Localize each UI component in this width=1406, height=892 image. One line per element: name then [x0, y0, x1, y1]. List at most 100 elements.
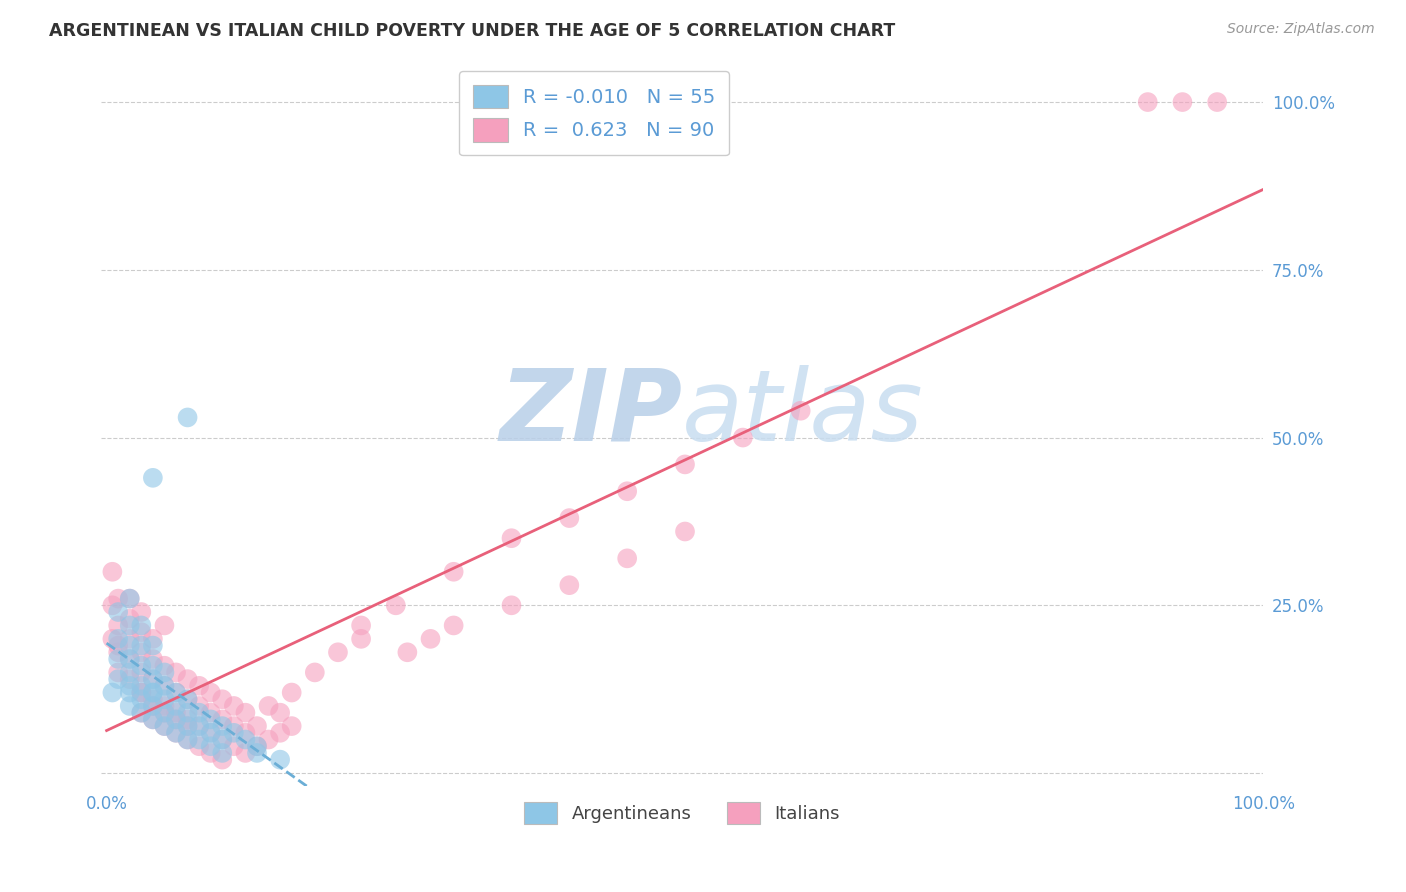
Point: [246, 739, 269, 754]
Point: [165, 726, 187, 740]
Point: [222, 719, 245, 733]
Point: [176, 706, 198, 720]
Point: [107, 605, 129, 619]
Point: [118, 591, 141, 606]
Point: [131, 639, 153, 653]
Point: [304, 665, 326, 680]
Point: [131, 618, 153, 632]
Point: [211, 732, 233, 747]
Point: [131, 685, 153, 699]
Point: [142, 685, 165, 699]
Point: [118, 632, 141, 646]
Point: [107, 672, 129, 686]
Point: [176, 692, 198, 706]
Point: [419, 632, 441, 646]
Point: [211, 692, 233, 706]
Point: [118, 612, 141, 626]
Point: [107, 618, 129, 632]
Point: [188, 706, 211, 720]
Point: [211, 719, 233, 733]
Point: [235, 706, 257, 720]
Point: [131, 658, 153, 673]
Point: [789, 403, 811, 417]
Point: [131, 706, 153, 720]
Point: [153, 679, 176, 693]
Point: [558, 578, 581, 592]
Point: [165, 726, 187, 740]
Point: [165, 665, 187, 680]
Point: [176, 410, 198, 425]
Point: [142, 698, 165, 713]
Point: [673, 458, 696, 472]
Point: [176, 692, 198, 706]
Point: [142, 672, 165, 686]
Point: [107, 591, 129, 606]
Point: [269, 726, 291, 740]
Point: [200, 706, 222, 720]
Point: [153, 698, 176, 713]
Point: [101, 565, 124, 579]
Point: [200, 685, 222, 699]
Point: [118, 672, 141, 686]
Point: [200, 726, 222, 740]
Text: atlas: atlas: [682, 365, 924, 462]
Point: [118, 652, 141, 666]
Point: [443, 618, 465, 632]
Point: [118, 618, 141, 632]
Point: [176, 719, 198, 733]
Point: [222, 698, 245, 713]
Point: [558, 511, 581, 525]
Point: [1206, 95, 1229, 109]
Point: [501, 599, 523, 613]
Point: [246, 719, 269, 733]
Point: [188, 732, 211, 747]
Point: [257, 698, 280, 713]
Point: [211, 732, 233, 747]
Point: [142, 712, 165, 726]
Point: [673, 524, 696, 539]
Point: [131, 645, 153, 659]
Point: [176, 732, 198, 747]
Point: [131, 706, 153, 720]
Point: [235, 732, 257, 747]
Point: [142, 632, 165, 646]
Point: [211, 712, 233, 726]
Point: [396, 645, 419, 659]
Point: [200, 726, 222, 740]
Point: [280, 719, 302, 733]
Point: [165, 698, 187, 713]
Point: [118, 685, 141, 699]
Point: [165, 706, 187, 720]
Point: [350, 618, 373, 632]
Point: [142, 639, 165, 653]
Point: [131, 625, 153, 640]
Text: ARGENTINEAN VS ITALIAN CHILD POVERTY UNDER THE AGE OF 5 CORRELATION CHART: ARGENTINEAN VS ITALIAN CHILD POVERTY UND…: [49, 22, 896, 40]
Point: [131, 692, 153, 706]
Point: [385, 599, 408, 613]
Point: [118, 639, 141, 653]
Point: [142, 712, 165, 726]
Point: [211, 746, 233, 760]
Point: [107, 652, 129, 666]
Point: [188, 679, 211, 693]
Point: [246, 739, 269, 754]
Point: [269, 706, 291, 720]
Point: [501, 531, 523, 545]
Point: [142, 658, 165, 673]
Point: [200, 739, 222, 754]
Point: [101, 599, 124, 613]
Point: [165, 712, 187, 726]
Point: [176, 732, 198, 747]
Point: [257, 732, 280, 747]
Point: [350, 632, 373, 646]
Point: [246, 746, 269, 760]
Point: [1136, 95, 1159, 109]
Point: [118, 652, 141, 666]
Point: [165, 685, 187, 699]
Point: [131, 685, 153, 699]
Point: [188, 739, 211, 754]
Point: [235, 746, 257, 760]
Point: [153, 692, 176, 706]
Point: [211, 753, 233, 767]
Point: [188, 719, 211, 733]
